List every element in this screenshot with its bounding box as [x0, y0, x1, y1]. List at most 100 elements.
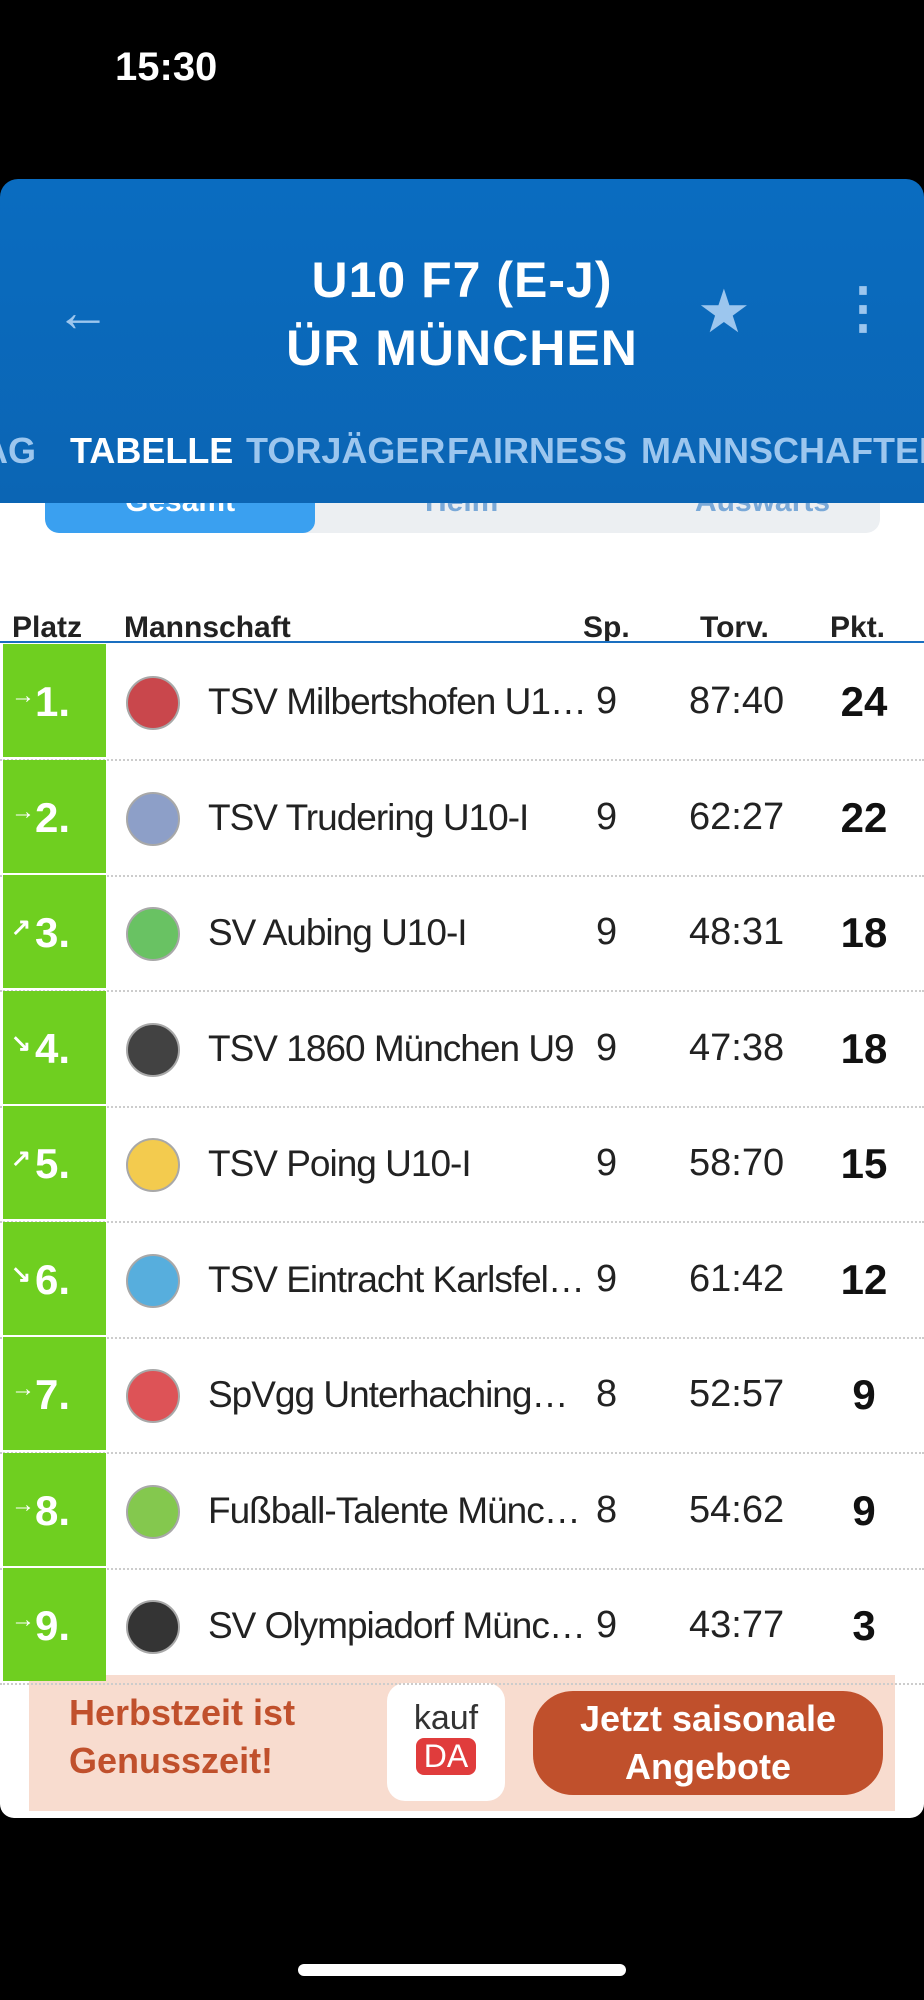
goals: 52:57 [689, 1373, 785, 1415]
goals: 61:42 [689, 1257, 785, 1300]
column-header: Torv. [700, 611, 769, 643]
trend-arrow: ↗ [11, 914, 32, 941]
points: 12 [840, 1255, 888, 1303]
team-name: TSV Milbertshofen U1… [208, 681, 587, 722]
goals: 62:27 [689, 795, 785, 838]
rank-cell: → 1. [3, 644, 106, 757]
games: 9 [596, 1026, 618, 1069]
segment[interactable]: Auswärts [695, 503, 830, 519]
team-name: SV Olympiadorf Münc… [208, 1605, 586, 1646]
trend-arrow: → [11, 682, 35, 709]
points: 9 [852, 1486, 876, 1534]
rank: 7. [35, 1371, 71, 1418]
back-button[interactable]: ← [55, 280, 111, 343]
rank-cell: ↗ 3. [3, 875, 106, 988]
rank: 5. [35, 1140, 71, 1187]
status-time: 15:30 [115, 45, 218, 89]
games: 9 [596, 680, 618, 722]
table-header: Platz Mannschaft Sp. Torv. Pkt. [0, 581, 924, 643]
trend-arrow: → [11, 1375, 35, 1402]
table-row[interactable]: ↗ 5. TSV Poing U10-I 9 58:70 15 [0, 1106, 924, 1223]
tab[interactable]: FAIRNESS [447, 430, 628, 471]
rank-cell: ↗ 5. [3, 1106, 106, 1219]
games: 8 [596, 1488, 618, 1531]
rank: 9. [35, 1602, 71, 1649]
games: 8 [596, 1373, 618, 1415]
tab[interactable]: TORJÄGER [246, 430, 446, 471]
rank-cell: → 9. [3, 1568, 106, 1681]
games: 9 [596, 911, 618, 953]
column-header: Sp. [583, 611, 630, 643]
goals: 87:40 [689, 680, 785, 722]
segment[interactable]: Gesamt [125, 503, 235, 519]
team-name: SV Aubing U10-I [208, 912, 468, 953]
column-header: Mannschaft [124, 611, 291, 643]
rank-cell: → 2. [3, 759, 106, 873]
table-row[interactable]: ↘ 4. TSV 1860 München U9 9 47:38 18 [0, 990, 924, 1108]
team-logo [126, 1022, 180, 1077]
goals: 47:38 [689, 1026, 785, 1069]
goals: 43:77 [689, 1604, 785, 1646]
trend-arrow: ↗ [11, 1145, 32, 1172]
points: 3 [852, 1602, 876, 1649]
table-row[interactable]: → 2. TSV Trudering U10-I 9 62:27 22 [0, 759, 924, 877]
points: 24 [840, 678, 888, 725]
games: 9 [596, 1257, 618, 1300]
goals: 54:62 [689, 1488, 785, 1531]
tab[interactable]: TABELLE [70, 430, 234, 471]
rank: 2. [35, 793, 71, 841]
column-header: Platz [12, 611, 83, 643]
tab[interactable]: AG [0, 430, 36, 471]
trend-arrow: → [11, 1490, 35, 1518]
goals: 58:70 [689, 1142, 785, 1184]
table-row[interactable]: → 8. Fußball-Talente Münc… 8 54:62 9 [0, 1452, 924, 1570]
column-header: Pkt. [830, 611, 886, 643]
favorite-button[interactable]: ★ [697, 278, 751, 345]
table-row[interactable]: → 9. SV Olympiadorf Münc… 9 43:77 3 [0, 1568, 924, 1685]
points: 22 [840, 793, 888, 841]
team-name: TSV 1860 München U9 [208, 1027, 575, 1069]
rank-cell: → 8. [3, 1452, 106, 1566]
rank: 4. [35, 1024, 71, 1072]
points: 15 [840, 1140, 888, 1187]
team-name: TSV Trudering U10-I [208, 796, 529, 838]
rank: 1. [35, 678, 71, 725]
rank-cell: ↘ 6. [3, 1221, 106, 1335]
tab[interactable]: MANNSCHAFTEN [641, 430, 924, 471]
ad-headline: Herbstzeit ist Genusszeit! [69, 1692, 296, 1781]
segment[interactable]: Heim [425, 503, 498, 519]
segment-highlight [45, 503, 315, 533]
rank: 3. [35, 909, 71, 956]
ad-brand: kauf [413, 1699, 479, 1737]
team-logo [126, 907, 180, 961]
table-row[interactable]: ↗ 3. SV Aubing U10-I 9 48:31 18 [0, 875, 924, 992]
ad-cta[interactable]: Jetzt saisonale Angebote [533, 1691, 883, 1795]
ad-banner[interactable]: Herbstzeit ist Genusszeit! kauf DA Jetzt… [29, 1675, 895, 1811]
table-row[interactable]: → 7. SpVgg Unterhaching… 8 52:57 9 [0, 1337, 924, 1454]
table-row[interactable]: → 1. TSV Milbertshofen U1… 9 87:40 24 [0, 644, 924, 761]
trend-arrow: → [11, 1606, 35, 1633]
team-name: Fußball-Talente Münc… [208, 1489, 581, 1531]
team-logo [126, 676, 180, 730]
segment-control: Gesamt Heim Auswärts [45, 503, 880, 533]
title: U10 F7 (E-J) [311, 252, 613, 308]
goals: 48:31 [689, 911, 785, 953]
menu-button[interactable]: ⋮ [835, 276, 891, 339]
title: ÜR MÜNCHEN [286, 320, 638, 376]
rank: 6. [35, 1255, 71, 1303]
trend-arrow: ↘ [11, 1029, 32, 1057]
games: 9 [596, 1604, 618, 1646]
team-logo [126, 1138, 180, 1192]
team-logo [126, 1600, 180, 1654]
team-logo [126, 1484, 180, 1539]
rank: 8. [35, 1486, 71, 1534]
table-row[interactable]: ↘ 6. TSV Eintracht Karlsfel… 9 61:42 12 [0, 1221, 924, 1339]
team-name: TSV Poing U10-I [208, 1143, 472, 1184]
content: Gesamt Heim Auswärts Platz Mannschaft Sp. Tor… [0, 503, 924, 1818]
header: ← U10 F7 (E-J) ÜR MÜNCHEN ★ ⋮ [0, 179, 924, 503]
games: 9 [596, 795, 618, 838]
points: 18 [840, 1024, 888, 1072]
points: 9 [852, 1371, 876, 1418]
